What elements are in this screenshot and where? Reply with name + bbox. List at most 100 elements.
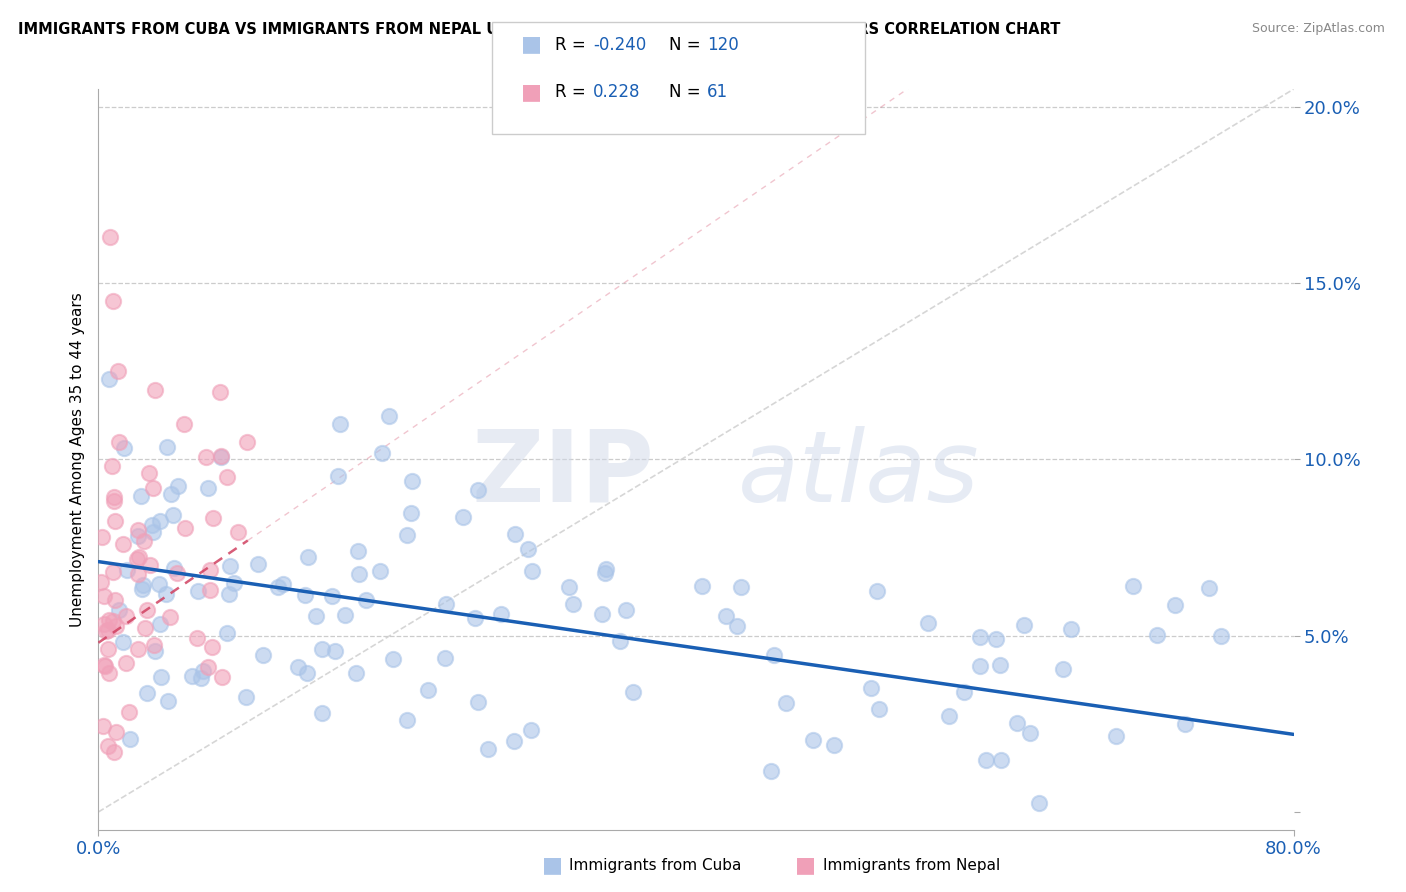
Text: R =: R = — [555, 83, 592, 101]
Point — [401, 475, 423, 489]
Text: R =: R = — [555, 36, 592, 54]
Point — [136, 686, 159, 700]
Point — [347, 566, 370, 581]
Point — [623, 685, 645, 699]
Point — [477, 742, 499, 756]
Y-axis label: Unemployment Among Ages 35 to 44 years: Unemployment Among Ages 35 to 44 years — [69, 292, 84, 627]
Point — [725, 619, 748, 633]
Point — [1211, 629, 1233, 643]
Point — [329, 417, 352, 432]
Point — [94, 659, 117, 673]
Point — [335, 608, 357, 623]
Point — [103, 745, 125, 759]
Point — [775, 696, 797, 710]
Point — [136, 603, 159, 617]
Point — [190, 671, 212, 685]
Point — [181, 669, 204, 683]
Text: atlas: atlas — [738, 425, 980, 523]
Point — [93, 589, 115, 603]
Point — [103, 566, 125, 580]
Point — [156, 694, 179, 708]
Point — [1018, 726, 1040, 740]
Point — [252, 648, 274, 662]
Point — [159, 610, 181, 624]
Point — [127, 523, 149, 537]
Point — [163, 561, 186, 575]
Point — [467, 483, 489, 497]
Point — [173, 417, 195, 432]
Point — [382, 651, 405, 665]
Point — [561, 597, 583, 611]
Point — [266, 580, 288, 594]
Point — [823, 739, 845, 753]
Point — [247, 557, 270, 571]
Point — [127, 529, 149, 543]
Point — [1174, 717, 1197, 731]
Point — [103, 614, 125, 628]
Point — [467, 695, 489, 709]
Point — [453, 509, 475, 524]
Point — [200, 582, 222, 597]
Point — [690, 579, 713, 593]
Point — [505, 527, 527, 541]
Point — [217, 470, 239, 484]
Text: ZIP: ZIP — [471, 425, 654, 523]
Point — [347, 543, 370, 558]
Point — [107, 603, 129, 617]
Point — [990, 753, 1012, 767]
Point — [1146, 628, 1168, 642]
Point — [591, 607, 613, 621]
Point — [108, 434, 131, 449]
Point — [114, 441, 136, 455]
Point — [294, 589, 316, 603]
Point — [395, 713, 418, 727]
Point — [104, 725, 127, 739]
Point — [1163, 599, 1185, 613]
Point — [143, 384, 166, 398]
Point — [104, 514, 127, 528]
Point — [295, 665, 318, 680]
Point — [714, 609, 737, 624]
Point — [377, 409, 399, 424]
Text: ■: ■ — [522, 82, 541, 102]
Point — [311, 642, 333, 657]
Point — [859, 681, 882, 695]
Text: Immigrants from Cuba: Immigrants from Cuba — [569, 858, 742, 872]
Point — [132, 578, 155, 592]
Point — [273, 577, 295, 591]
Point — [434, 597, 457, 611]
Point — [162, 508, 184, 523]
Point — [323, 644, 346, 658]
Point — [1122, 579, 1144, 593]
Point — [104, 592, 127, 607]
Point — [917, 615, 939, 630]
Point — [112, 537, 135, 551]
Point — [287, 660, 309, 674]
Point — [142, 524, 165, 539]
Point — [1012, 617, 1035, 632]
Text: ■: ■ — [796, 855, 815, 875]
Text: -0.240: -0.240 — [593, 36, 647, 54]
Point — [160, 486, 183, 500]
Point — [226, 524, 249, 539]
Point — [218, 558, 240, 573]
Point — [516, 542, 538, 557]
Point — [97, 642, 120, 657]
Point — [132, 534, 155, 549]
Point — [969, 659, 991, 673]
Point — [952, 685, 974, 699]
Point — [520, 723, 543, 738]
Point — [112, 634, 135, 648]
Point — [118, 705, 141, 719]
Point — [91, 719, 114, 733]
Point — [763, 648, 786, 662]
Text: Source: ZipAtlas.com: Source: ZipAtlas.com — [1251, 22, 1385, 36]
Point — [224, 576, 246, 591]
Point — [148, 577, 170, 591]
Point — [208, 385, 231, 400]
Point — [595, 562, 617, 576]
Point — [139, 558, 162, 572]
Point — [433, 651, 456, 665]
Point — [96, 624, 118, 639]
Point — [134, 621, 156, 635]
